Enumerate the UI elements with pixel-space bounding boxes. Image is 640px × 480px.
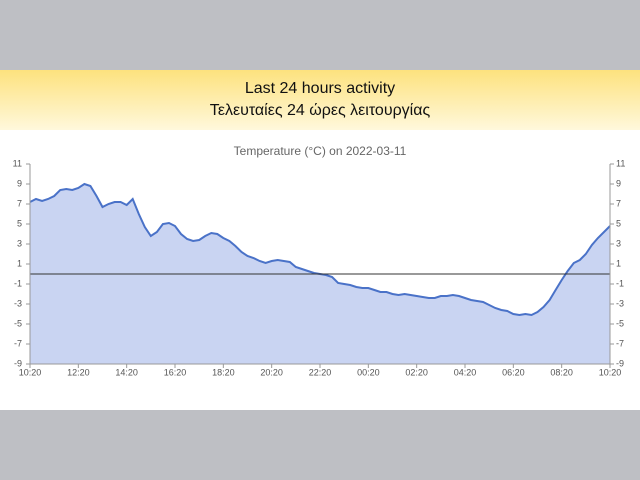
chart: Temperature (°C) on 2022-03-11 11 9 7 5 3 1 -1…: [0, 130, 640, 410]
y2-tick-label: 1: [616, 258, 621, 268]
x-tick-label: 10:20: [599, 367, 622, 377]
y2-tick-label: -9: [616, 358, 624, 368]
header-subtitle: Τελευταίες 24 ώρες λειτουργίας: [209, 102, 431, 119]
y2-tick-label: -1: [616, 278, 624, 288]
chart-title: Temperature (°C) on 2022-03-11: [234, 144, 407, 158]
x-tick-label: 16:20: [164, 367, 187, 377]
y-tick-label: -5: [14, 318, 22, 328]
x-tick-label: 00:20: [357, 367, 380, 377]
y-tick-label: -3: [14, 298, 22, 308]
y2-tick-label: -3: [616, 298, 624, 308]
x-tick-label: 14:20: [115, 367, 138, 377]
y-tick-label: 9: [17, 178, 22, 188]
y-tick-label: 3: [17, 238, 22, 248]
y2-tick-label: 9: [616, 178, 621, 188]
y-tick-label: 5: [17, 218, 22, 228]
x-tick-label: 04:20: [454, 367, 477, 377]
x-tick-label: 20:20: [260, 367, 283, 377]
y-tick-label: -7: [14, 338, 22, 348]
y2-tick-label: -5: [616, 318, 624, 328]
x-tick-label: 02:20: [405, 367, 428, 377]
header: Last 24 hours activity Τελευταίες 24 ώρε…: [0, 70, 640, 130]
x-tick-label: 08:20: [550, 367, 573, 377]
y-tick-label: 11: [13, 158, 22, 168]
y2-tick-label: -7: [616, 338, 624, 348]
y-tick-label: 1: [17, 258, 22, 268]
y2-tick-label: 11: [616, 158, 625, 168]
x-tick-label: 12:20: [67, 367, 90, 377]
x-tick-label: 18:20: [212, 367, 235, 377]
x-tick-label: 06:20: [502, 367, 525, 377]
header-title: Last 24 hours activity: [244, 80, 396, 97]
y-tick-label: -1: [14, 278, 22, 288]
y-tick-label: -9: [14, 358, 22, 368]
y2-tick-label: 7: [616, 198, 621, 208]
y-tick-label: 7: [17, 198, 22, 208]
y2-tick-label: 3: [616, 238, 621, 248]
x-tick-label: 22:20: [309, 367, 332, 377]
x-tick-label: 10:20: [19, 367, 42, 377]
y2-tick-label: 5: [616, 218, 621, 228]
